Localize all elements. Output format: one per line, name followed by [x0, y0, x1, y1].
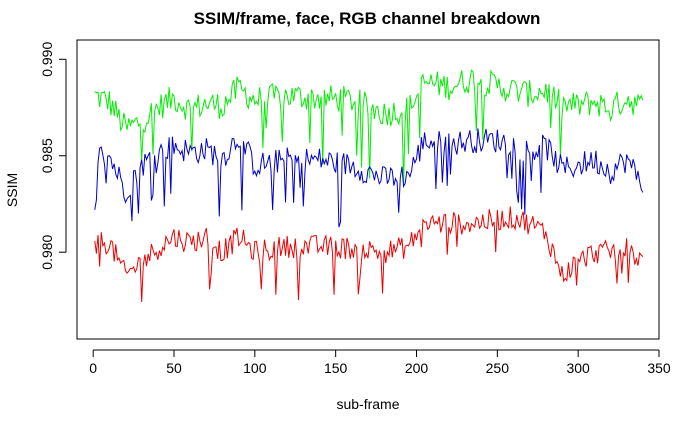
series-line-0 — [94, 69, 644, 184]
x-tick-label: 100 — [243, 360, 267, 376]
series-line-1 — [94, 128, 644, 228]
x-tick-label: 150 — [324, 360, 348, 376]
y-tick-label: 0.980 — [39, 234, 55, 269]
x-tick-label: 250 — [486, 360, 510, 376]
chart-title: SSIM/frame, face, RGB channel breakdown — [194, 9, 541, 28]
y-axis-label: SSIM — [4, 173, 20, 207]
y-tick-label: 0.985 — [39, 138, 55, 173]
x-tick-label: 200 — [405, 360, 429, 376]
y-tick-label: 0.990 — [39, 42, 55, 77]
y-axis: 0.980 0.985 0.990 — [39, 42, 67, 270]
x-tick-label: 50 — [166, 360, 182, 376]
x-axis: 0 50 100 150 200 250 300 350 — [89, 349, 671, 376]
series-layer — [94, 69, 644, 302]
x-axis-label: sub-frame — [336, 396, 399, 412]
x-tick-label: 350 — [647, 360, 671, 376]
series-line-2 — [94, 206, 644, 302]
x-tick-label: 0 — [89, 360, 97, 376]
plot-frame — [76, 39, 660, 340]
x-tick-label: 300 — [566, 360, 590, 376]
